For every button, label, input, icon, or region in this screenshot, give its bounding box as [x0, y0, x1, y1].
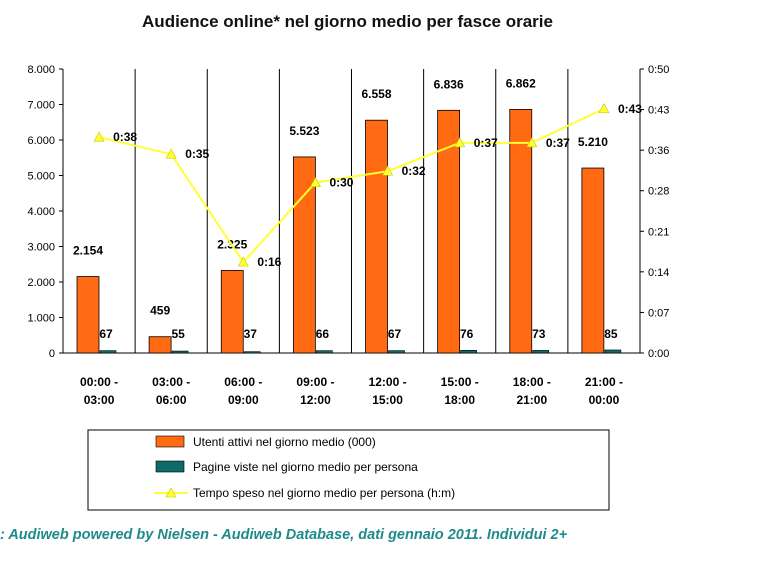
bar-pages-label: 85	[604, 327, 618, 341]
y-right-tick-label: 0:14	[648, 267, 669, 279]
bar-pages	[243, 351, 261, 354]
legend-label-time: Tempo speso nel giorno medio per persona…	[193, 486, 455, 500]
time-label: 0:32	[402, 164, 426, 178]
time-label: 0:43	[618, 102, 642, 116]
bar-pages	[171, 350, 189, 354]
bar-users-label: 6.862	[506, 76, 536, 90]
legend-marker-time	[165, 487, 177, 498]
time-label: 0:30	[329, 176, 353, 190]
x-tick-label: 06:00 -	[224, 375, 262, 389]
bar-pages	[99, 350, 117, 354]
bar-users-label: 6.836	[434, 77, 464, 91]
bar-users	[148, 336, 172, 354]
x-tick-label: 21:00 -	[585, 375, 623, 389]
y-right-tick-label: 0:28	[648, 186, 669, 198]
y-left-tick-label: 2.000	[27, 277, 55, 289]
x-tick-label: 09:00 -	[296, 375, 334, 389]
bar-users-label: 5.210	[578, 135, 608, 149]
y-left-tick-label: 0	[49, 348, 55, 360]
bar-users	[76, 276, 100, 354]
y-left-tick-label: 8.000	[27, 64, 55, 76]
time-marker	[237, 256, 249, 267]
x-tick-label: 12:00	[300, 393, 331, 407]
bar-users-label: 6.558	[361, 87, 391, 101]
source-note: : Audiweb powered by Nielsen - Audiweb D…	[0, 527, 568, 543]
time-label: 0:37	[474, 136, 498, 150]
x-tick-label: 09:00	[228, 393, 259, 407]
bar-pages	[388, 350, 405, 354]
x-tick-label: 18:00	[444, 393, 475, 407]
time-line	[98, 107, 605, 264]
bar-users-label: 459	[150, 304, 170, 318]
x-tick-label: 00:00	[589, 393, 620, 407]
bar-pages-label: 66	[316, 327, 330, 341]
x-tick-label: 03:00 -	[152, 375, 190, 389]
legend-label-pages: Pagine viste nel giorno medio per person…	[193, 460, 418, 474]
x-tick-label: 21:00	[516, 393, 547, 407]
bar-pages-label: 67	[99, 327, 113, 341]
bar-users	[509, 108, 533, 354]
x-tick-label: 18:00 -	[513, 375, 551, 389]
y-right-tick-label: 0:07	[648, 307, 669, 319]
bar-pages-label: 73	[532, 327, 546, 341]
y-right-tick-label: 0:36	[648, 145, 669, 157]
legend-swatch-users	[155, 435, 185, 448]
legend-label-users: Utenti attivi nel giorno medio (000)	[193, 435, 376, 449]
x-tick-label: 15:00 -	[441, 375, 479, 389]
y-left-tick-label: 7.000	[27, 100, 55, 112]
x-tick-label: 00:00 -	[80, 375, 118, 389]
x-tick-label: 12:00 -	[369, 375, 407, 389]
bar-users-label: 5.523	[289, 124, 319, 138]
bar-pages-label: 55	[171, 327, 185, 341]
bar-users	[292, 156, 316, 354]
bar-pages	[316, 350, 333, 354]
y-left-tick-label: 5.000	[27, 171, 55, 183]
time-marker	[309, 176, 321, 187]
y-left-tick-label: 3.000	[27, 242, 55, 254]
time-label: 0:16	[257, 255, 281, 269]
bar-users	[220, 270, 244, 354]
x-tick-label: 03:00	[84, 393, 115, 407]
time-label: 0:38	[113, 130, 137, 144]
chart-title: Audience online* nel giorno medio per fa…	[142, 12, 553, 31]
bar-pages-label: 67	[388, 327, 402, 341]
bar-users-label: 2.154	[73, 244, 103, 258]
y-right-tick-label: 0:00	[648, 348, 669, 360]
x-tick-label: 06:00	[156, 393, 187, 407]
time-label: 0:35	[185, 147, 209, 161]
time-marker	[382, 165, 394, 176]
time-label: 0:37	[546, 136, 570, 150]
y-right-tick-label: 0:43	[648, 105, 669, 117]
time-marker	[165, 148, 177, 159]
bar-users	[437, 109, 461, 354]
bar-pages	[604, 349, 622, 354]
legend-swatch-pages	[155, 460, 185, 473]
bar-users	[581, 167, 605, 354]
bar-pages-label: 76	[460, 327, 474, 341]
time-marker	[598, 103, 610, 114]
bar-pages-label: 37	[244, 327, 258, 341]
bar-pages	[460, 350, 477, 354]
y-left-tick-label: 1.000	[27, 313, 55, 325]
y-left-tick-label: 6.000	[27, 135, 55, 147]
bar-pages	[532, 350, 550, 354]
time-marker	[526, 137, 538, 148]
time-marker	[93, 131, 105, 142]
y-left-tick-label: 4.000	[27, 206, 55, 218]
y-right-tick-label: 0:21	[648, 226, 669, 238]
time-marker	[454, 137, 466, 148]
y-right-tick-label: 0:50	[648, 64, 669, 76]
x-tick-label: 15:00	[372, 393, 403, 407]
bar-users	[365, 119, 388, 354]
